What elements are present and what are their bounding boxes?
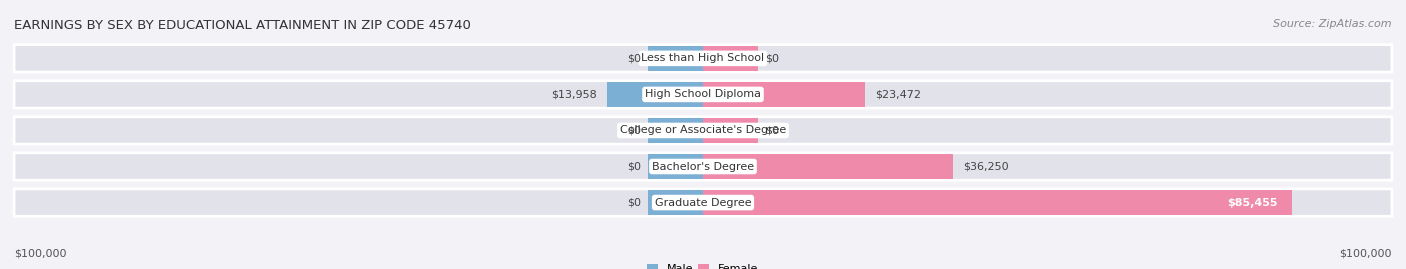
Bar [648,190,703,215]
Text: $0: $0 [627,161,641,172]
Legend: Male, Female: Male, Female [643,259,763,269]
Bar [703,154,953,179]
Text: Source: ZipAtlas.com: Source: ZipAtlas.com [1274,19,1392,29]
Text: $0: $0 [627,125,641,136]
Text: $85,455: $85,455 [1227,197,1278,208]
Text: $36,250: $36,250 [963,161,1008,172]
Text: High School Diploma: High School Diploma [645,89,761,100]
Bar [703,46,758,71]
FancyBboxPatch shape [14,117,1392,144]
Bar [703,190,1292,215]
Bar [648,118,703,143]
Bar [648,46,703,71]
Text: $0: $0 [627,197,641,208]
FancyBboxPatch shape [14,153,1392,180]
Text: $0: $0 [765,125,779,136]
Text: $100,000: $100,000 [1340,248,1392,258]
FancyBboxPatch shape [14,81,1392,108]
Text: Bachelor's Degree: Bachelor's Degree [652,161,754,172]
Text: College or Associate's Degree: College or Associate's Degree [620,125,786,136]
Bar [703,118,758,143]
Text: $0: $0 [627,53,641,63]
Text: $100,000: $100,000 [14,248,66,258]
Text: $23,472: $23,472 [875,89,921,100]
Bar [703,82,865,107]
FancyBboxPatch shape [14,189,1392,216]
Bar [607,82,703,107]
Bar [648,154,703,179]
Text: Less than High School: Less than High School [641,53,765,63]
Text: Graduate Degree: Graduate Degree [655,197,751,208]
Text: $0: $0 [765,53,779,63]
FancyBboxPatch shape [14,45,1392,72]
Text: $13,958: $13,958 [551,89,596,100]
Text: EARNINGS BY SEX BY EDUCATIONAL ATTAINMENT IN ZIP CODE 45740: EARNINGS BY SEX BY EDUCATIONAL ATTAINMEN… [14,19,471,32]
